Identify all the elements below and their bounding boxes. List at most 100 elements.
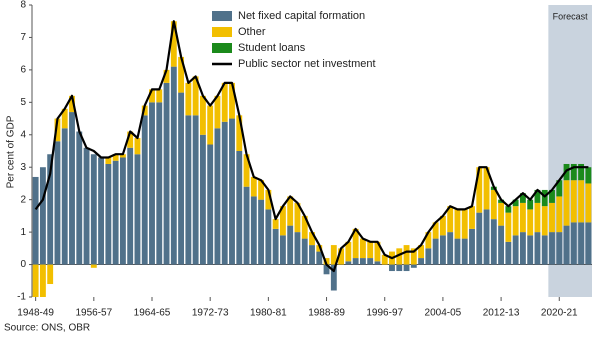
x-tick-label: 1972-73 (192, 308, 229, 319)
bar-segment (250, 196, 257, 265)
bar-segment (418, 245, 425, 259)
bar-segment (352, 228, 359, 259)
bar-segment (549, 202, 555, 233)
bar-segment (98, 157, 105, 265)
bar-segment (32, 264, 39, 297)
bar-segment (90, 154, 97, 265)
bar-segment (54, 118, 61, 142)
bar-segment (47, 154, 54, 265)
bar-segment (418, 258, 425, 265)
bar-segment (39, 264, 46, 297)
bar-segment (556, 232, 563, 265)
bar-segment (272, 228, 279, 265)
bar-segment (432, 222, 439, 239)
bar-segment (585, 167, 592, 184)
bar-segment (61, 108, 68, 129)
bar-segment (410, 264, 417, 268)
bar-segment (301, 215, 308, 239)
bar-segment (294, 202, 301, 233)
bar-segment (236, 151, 243, 265)
bar-segment (250, 176, 257, 197)
bar-segment (272, 219, 279, 229)
bar-segment (585, 183, 592, 223)
bar-segment (323, 258, 330, 265)
bar-segment (207, 105, 214, 145)
line-series (34, 20, 589, 273)
bar-segment (345, 241, 352, 262)
bar-segment (127, 147, 134, 265)
bar-segment (476, 167, 483, 213)
bar-segment (207, 144, 214, 265)
legend-label: Student loans (238, 42, 306, 54)
y-tick-label: 4 (20, 129, 26, 140)
bar-segment (163, 69, 170, 83)
y-tick-label: 7 (20, 32, 26, 43)
bar-segment (512, 235, 519, 265)
bar-segment (61, 128, 68, 265)
bar-segment (309, 232, 315, 246)
bar-segment (483, 209, 490, 265)
y-tick-label: 3 (20, 162, 26, 173)
bar-segment (585, 222, 592, 265)
bar-segment (90, 264, 97, 268)
bar-segment (338, 248, 345, 265)
bar-segment (301, 238, 308, 265)
bar-segment (556, 196, 563, 233)
bar-segment (127, 131, 134, 148)
bar-segment (563, 225, 570, 265)
bar-segment (214, 128, 221, 265)
x-tick-label: 2012-13 (483, 308, 520, 319)
bar-segment (236, 115, 243, 151)
bar-segment (534, 232, 541, 265)
legend-swatch (212, 27, 232, 37)
bar-segment (541, 235, 548, 265)
x-tick-label: 1956-57 (75, 308, 112, 319)
y-tick-label: 8 (20, 0, 26, 11)
bar-segment (381, 254, 388, 265)
y-tick-label: 2 (20, 194, 26, 205)
bar-segment (316, 251, 323, 265)
bar-segment (134, 154, 141, 265)
bar-segment (461, 209, 468, 239)
bar-segment (374, 241, 381, 262)
bar-segment (119, 154, 126, 158)
bar-segment (112, 160, 119, 265)
x-tick-label: 1996-97 (366, 308, 403, 319)
bar-segment (352, 258, 359, 265)
y-tick-label: -1 (17, 292, 26, 303)
bar-segment (454, 238, 461, 265)
bar-segment (367, 258, 374, 265)
forecast-region (548, 5, 592, 297)
legend-label: Net fixed capital formation (238, 10, 365, 22)
bar-segment (549, 189, 555, 203)
bar-segment (519, 193, 526, 203)
bar-segment (461, 238, 468, 265)
bar-segment (330, 264, 337, 291)
bar-segment (396, 264, 403, 272)
bar-segment (287, 225, 294, 265)
bar-segment (323, 264, 330, 275)
forecast-label: Forecast (553, 11, 589, 21)
bar-segment (570, 180, 577, 223)
bar-segment (498, 199, 505, 203)
bar-segment (192, 115, 199, 265)
bar-segment (69, 112, 75, 265)
bar-segment (425, 232, 432, 249)
bar-segment (170, 66, 177, 265)
bar-segment (309, 245, 315, 265)
bar-segment (112, 154, 119, 161)
bar-segment (447, 232, 454, 265)
bar-segment (192, 76, 199, 116)
bar-segment (69, 95, 75, 113)
bar-segment (498, 225, 505, 265)
bar-segment (119, 157, 126, 265)
bar-segment (454, 209, 461, 239)
bar-segment (447, 206, 454, 233)
bar-segment (541, 206, 548, 236)
bar-segment (39, 167, 46, 265)
bar-segment (469, 206, 475, 229)
y-tick-label: 6 (20, 65, 26, 76)
bar-segment (527, 209, 534, 236)
bar-segment (570, 222, 577, 265)
